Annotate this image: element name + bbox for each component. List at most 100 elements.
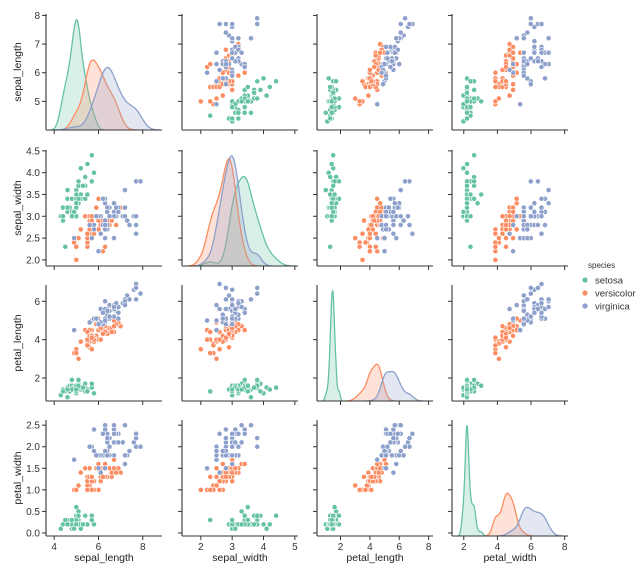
kde-line-virginica (193, 155, 272, 267)
point-versicolor (499, 323, 506, 330)
point-setosa (327, 84, 334, 90)
point-virginica (111, 235, 117, 241)
point-setosa (467, 104, 474, 110)
point-virginica (216, 21, 223, 27)
x-tick-label: 4 (495, 542, 501, 553)
point-virginica (229, 430, 236, 437)
point-virginica (222, 21, 229, 27)
point-virginica (374, 456, 381, 463)
point-virginica (95, 321, 102, 328)
point-versicolor (241, 461, 248, 467)
point-virginica (216, 430, 223, 437)
panel-petal_width-vs-sepal_length: 0.0 0.5 1.0 1.5 2.0 2.5 4 6 8 (26, 420, 162, 553)
point-virginica (405, 213, 411, 220)
point-versicolor (366, 67, 373, 73)
point-setosa (82, 174, 89, 180)
point-virginica (126, 296, 133, 303)
point-versicolor (495, 355, 502, 362)
point-setosa (464, 200, 470, 207)
point-setosa (235, 115, 242, 122)
point-virginica (545, 200, 552, 207)
point-virginica (229, 296, 236, 303)
point-virginica (102, 235, 108, 241)
x-tick-label: 3 (229, 542, 235, 553)
point-setosa (80, 384, 86, 391)
point-setosa (328, 104, 335, 110)
y-tick-label: 0.0 (26, 528, 40, 539)
point-setosa (80, 521, 86, 528)
point-virginica (229, 72, 236, 79)
point-setosa (333, 78, 339, 85)
point-virginica (100, 309, 106, 316)
point-virginica (104, 435, 111, 441)
point-versicolor (111, 323, 117, 330)
point-setosa (88, 178, 95, 185)
y-tick-label: 6 (34, 297, 40, 308)
point-virginica (86, 319, 93, 326)
point-setosa (232, 525, 239, 532)
y-tick-label: 2.0 (26, 442, 40, 453)
panel-sepal_width-vs-petal_width (448, 150, 568, 270)
panel-sepal_width-vs-petal_length (313, 150, 433, 270)
point-virginica (391, 200, 398, 207)
point-versicolor (84, 342, 91, 349)
x-axis-label-sepal_width: sepal_width (212, 552, 268, 564)
point-virginica (126, 448, 133, 454)
kde-line-versicolor (187, 158, 259, 267)
point-virginica (527, 290, 534, 297)
point-versicolor (207, 61, 214, 67)
x-tick-label: 4 (261, 542, 267, 553)
point-virginica (517, 101, 524, 108)
x-axis-label-petal_width: petal_width (483, 552, 536, 564)
point-setosa (471, 178, 477, 185)
kde-line-versicolor (58, 59, 137, 131)
point-versicolor (226, 344, 232, 351)
point-virginica (219, 75, 226, 82)
kde-line-versicolor (485, 492, 534, 537)
point-virginica (222, 426, 229, 433)
point-versicolor (372, 243, 379, 250)
point-setosa (254, 78, 261, 85)
point-virginica (520, 321, 527, 328)
point-setosa (88, 152, 95, 159)
point-setosa (263, 92, 270, 99)
point-virginica (383, 452, 389, 459)
point-virginica (381, 235, 388, 241)
point-virginica (91, 226, 97, 233)
point-virginica (133, 284, 139, 291)
panel-petal_width-vs-petal_width: 2 4 6 8 (448, 420, 568, 553)
point-virginica (520, 213, 527, 220)
point-versicolor (207, 329, 214, 335)
y-tick-label: 3.5 (26, 190, 40, 201)
point-virginica (213, 49, 220, 56)
y-tick-label: 5 (34, 97, 40, 108)
point-virginica (387, 439, 394, 446)
point-versicolor (235, 72, 242, 79)
point-virginica (238, 49, 245, 56)
point-setosa (64, 521, 71, 528)
point-virginica (241, 309, 248, 316)
point-setosa (64, 394, 71, 401)
point-virginica (390, 222, 397, 228)
kde-fill-virginica (193, 155, 272, 266)
point-setosa (464, 89, 470, 96)
point-setosa (84, 388, 91, 395)
point-versicolor (102, 243, 108, 250)
point-versicolor (75, 482, 82, 489)
point-virginica (133, 222, 139, 228)
point-setosa (69, 376, 75, 383)
point-versicolor (216, 336, 223, 343)
point-virginica (102, 448, 108, 454)
point-virginica (222, 465, 229, 472)
point-versicolor (352, 482, 359, 489)
point-setosa (88, 380, 95, 387)
point-setosa (84, 191, 91, 198)
point-virginica (204, 465, 210, 472)
point-setosa (467, 243, 474, 250)
legend-marker-versicolor (582, 290, 588, 296)
point-virginica (545, 35, 552, 42)
point-virginica (133, 213, 139, 220)
point-versicolor (73, 243, 80, 250)
point-virginica (510, 61, 516, 67)
